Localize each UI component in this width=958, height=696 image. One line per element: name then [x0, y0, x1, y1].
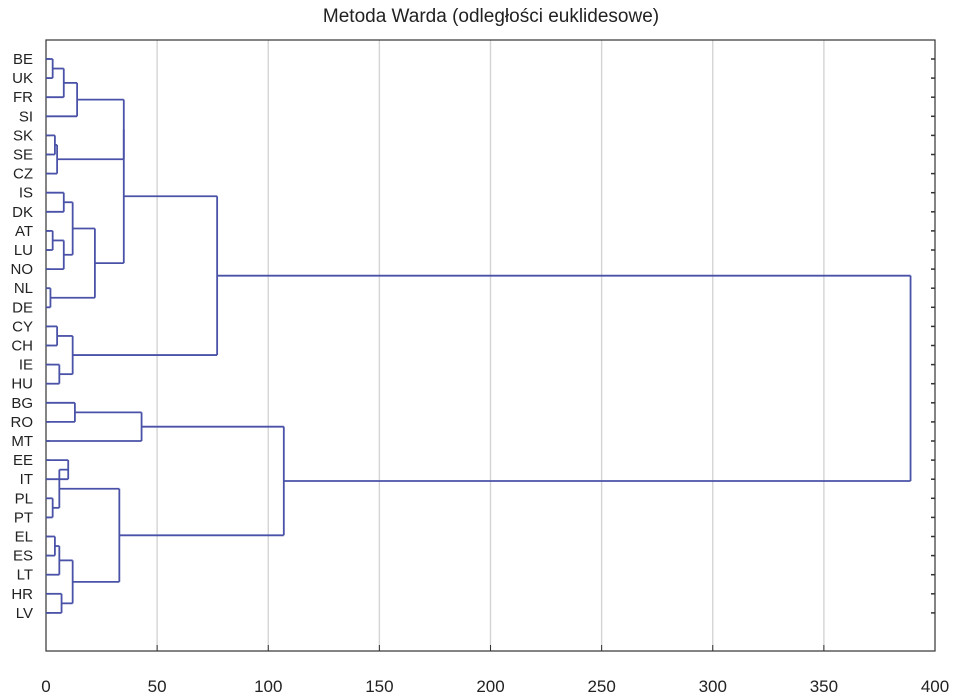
x-tick-label: 350 [810, 677, 838, 696]
leaf-label: NL [14, 280, 33, 297]
x-tick-label: 300 [699, 677, 727, 696]
leaf-label: MT [11, 433, 33, 450]
leaf-label: FR [13, 89, 33, 106]
x-tick-label: 0 [41, 677, 50, 696]
leaf-label: PT [14, 509, 33, 526]
leaf-label: DK [12, 204, 33, 221]
leaf-label: SE [13, 147, 33, 164]
leaf-label: UK [12, 70, 33, 87]
x-tick-label: 400 [921, 677, 949, 696]
leaf-label: EL [15, 529, 33, 546]
leaf-label: CZ [13, 166, 33, 183]
leaf-label: LU [14, 242, 33, 259]
leaf-label: DE [12, 299, 33, 316]
leaf-label: HU [11, 376, 33, 393]
leaf-label: SK [13, 127, 33, 144]
leaf-label: RO [11, 414, 34, 431]
x-tick-label: 100 [254, 677, 282, 696]
leaf-label: IE [19, 357, 33, 374]
chart-title: Metoda Warda (odległości euklidesowe) [322, 6, 660, 27]
leaf-label: BE [13, 51, 33, 68]
leaf-label: LV [16, 605, 33, 622]
leaf-label: LT [17, 567, 33, 584]
leaf-label: IT [20, 471, 33, 488]
x-tick-label: 50 [148, 677, 167, 696]
leaf-label: BG [11, 395, 33, 412]
leaf-label: ES [13, 548, 33, 565]
leaf-label: NO [11, 261, 34, 278]
leaf-label: CY [12, 318, 33, 335]
leaf-label: SI [19, 108, 33, 125]
leaf-label: AT [15, 223, 33, 240]
x-tick-label: 150 [365, 677, 393, 696]
leaf-label: IS [19, 185, 33, 202]
x-tick-label: 250 [587, 677, 615, 696]
leaf-label: PL [15, 490, 33, 507]
leaf-label: EE [13, 452, 33, 469]
leaf-label: CH [11, 338, 33, 355]
x-tick-label: 200 [476, 677, 504, 696]
leaf-label: HR [11, 586, 33, 603]
